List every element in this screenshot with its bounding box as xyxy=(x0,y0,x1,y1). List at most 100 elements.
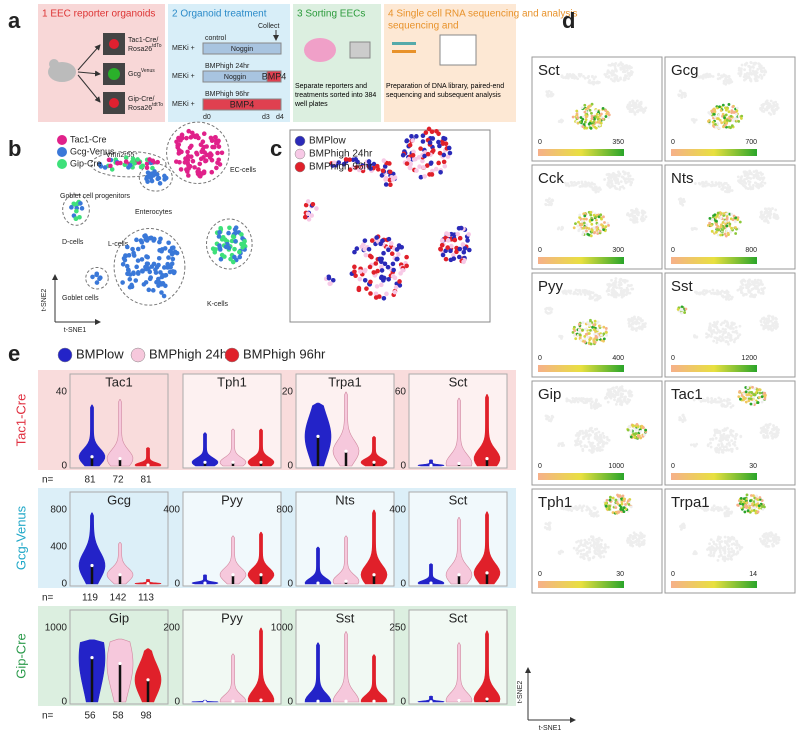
cell-dot xyxy=(719,216,723,220)
cell-dot xyxy=(728,224,732,228)
cell-dot xyxy=(620,502,624,506)
cell-dot xyxy=(547,89,551,93)
y-tick-label: 0 xyxy=(400,697,406,708)
y-tick-label: 0 xyxy=(287,579,293,590)
cell-dot xyxy=(725,509,729,513)
cell-dot xyxy=(605,112,609,116)
cell-dot xyxy=(550,307,554,311)
cluster-label: Goblet cell progenitors xyxy=(60,193,131,200)
cell-dot xyxy=(731,404,735,408)
cell-dot xyxy=(585,546,589,550)
cell-dot xyxy=(691,118,695,122)
cell-dot xyxy=(713,291,717,295)
cell-dot xyxy=(759,211,763,214)
cell-dot xyxy=(135,270,141,275)
cell-dot xyxy=(437,150,443,156)
cell-dot xyxy=(593,293,597,297)
cell-dot xyxy=(167,269,173,275)
cell-dot xyxy=(724,74,728,78)
y-tick-label: 250 xyxy=(389,623,406,634)
cell-dot xyxy=(619,67,623,71)
cell-dot xyxy=(765,536,768,540)
cell-dot xyxy=(752,395,755,399)
cell-dot xyxy=(774,208,778,212)
cell-dot xyxy=(557,551,561,555)
gene-label: Pyy xyxy=(221,492,243,507)
cell-dot xyxy=(397,279,402,284)
cell-dot xyxy=(614,510,618,514)
panel-label: d xyxy=(562,8,575,33)
reporter-label: Gcg xyxy=(128,71,141,78)
cell-dot xyxy=(735,331,739,335)
median-dot xyxy=(203,700,207,704)
cell-dot xyxy=(727,295,730,299)
cell-dot xyxy=(149,178,155,184)
cell-dot xyxy=(420,139,426,144)
cell-dot xyxy=(706,400,710,404)
y-tick-label: 40 xyxy=(56,387,68,398)
cell-dot xyxy=(748,278,751,282)
treatment-bar xyxy=(266,70,282,83)
cell-dot xyxy=(728,119,732,123)
cell-dot xyxy=(644,215,648,219)
cell-dot xyxy=(587,437,590,441)
reporter-label: Rosa26tdTo xyxy=(128,43,162,53)
cell-dot xyxy=(753,393,757,397)
cell-dot xyxy=(717,555,721,558)
cell-dot xyxy=(725,514,729,518)
cell-dot xyxy=(587,440,591,444)
cell-dot xyxy=(130,156,136,162)
cell-dot xyxy=(430,136,436,141)
cell-dot xyxy=(624,74,627,77)
median-dot xyxy=(344,699,348,703)
cell-dot xyxy=(384,291,389,297)
legend-label: Gip-Cre xyxy=(70,158,102,168)
cell-dot xyxy=(638,101,642,105)
cell-dot xyxy=(623,497,627,501)
cell-dot xyxy=(151,236,157,242)
cell-dot xyxy=(757,75,761,79)
cell-dot xyxy=(598,296,602,300)
cell-dot xyxy=(202,150,208,155)
cell-dot xyxy=(599,404,602,407)
cell-dot xyxy=(719,439,723,443)
cell-dot xyxy=(391,267,396,273)
cell-dot xyxy=(607,181,611,185)
cell-dot xyxy=(429,129,435,135)
cell-dot xyxy=(735,541,739,545)
cell-dot xyxy=(583,214,587,218)
cell-dot xyxy=(593,319,597,323)
cell-dot xyxy=(543,526,547,529)
cell-dot xyxy=(576,224,580,228)
violin xyxy=(304,546,332,585)
cell-dot xyxy=(210,246,216,252)
cell-dot xyxy=(710,180,714,184)
cluster-label: Vmn2r55⁺ xyxy=(106,151,138,159)
cell-dot xyxy=(588,448,591,452)
cell-dot xyxy=(695,290,698,294)
cell-dot xyxy=(726,554,730,557)
cell-dot xyxy=(628,213,632,217)
cell-dot xyxy=(635,210,639,214)
cell-dot xyxy=(720,121,724,125)
cell-dot xyxy=(587,429,591,433)
cell-dot xyxy=(710,291,713,295)
cell-dot xyxy=(626,172,630,176)
cell-dot xyxy=(624,181,628,185)
cell-dot xyxy=(604,109,608,113)
cell-dot xyxy=(602,332,606,336)
legend-label: BMPhigh 96hr xyxy=(243,346,326,361)
cell-dot xyxy=(638,108,642,112)
cell-dot xyxy=(610,288,614,292)
cell-dot xyxy=(729,114,733,118)
cell-dot xyxy=(634,428,638,432)
cluster-outlines xyxy=(62,121,253,306)
cell-dot xyxy=(619,185,622,189)
cell-dot xyxy=(596,328,600,331)
cell-dot xyxy=(397,283,403,288)
cell-dot xyxy=(198,156,204,162)
cell-dot xyxy=(718,430,722,434)
scale-min: 0 xyxy=(671,463,675,470)
axis-label: t-SNE1 xyxy=(539,725,562,732)
violin xyxy=(417,563,445,585)
